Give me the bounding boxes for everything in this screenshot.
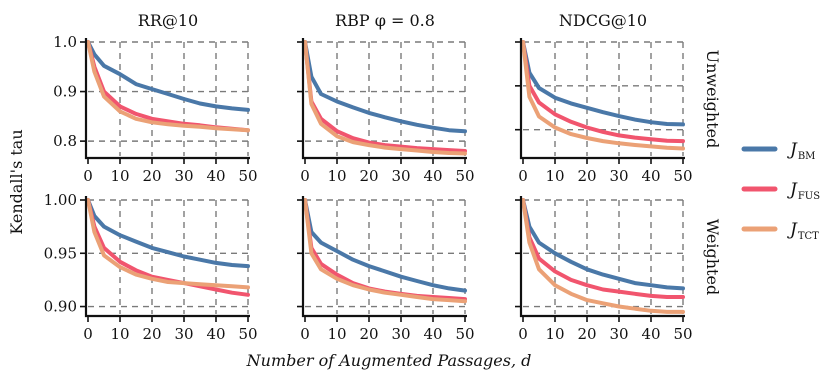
x-tick-label: 30	[609, 167, 628, 185]
x-tick-label: 20	[142, 325, 161, 343]
y-tick-label: 0.95	[44, 244, 77, 262]
axis-lines	[301, 196, 467, 318]
panel-title: RR@10	[138, 11, 198, 30]
x-tick-label: 40	[423, 325, 442, 343]
x-tick-label: 40	[423, 167, 442, 185]
series-line-J_FUS	[86, 40, 250, 133]
y-axis-label: Kendall's tau	[7, 129, 26, 234]
x-tick-label: 20	[359, 167, 378, 185]
x-tick-label: 0	[83, 325, 93, 343]
x-tick-label: 40	[641, 325, 660, 343]
series-line-J_TCT	[521, 198, 685, 314]
series-line-J_BM	[86, 40, 250, 112]
axis-lines	[301, 38, 467, 160]
y-tick-label: 1.0	[53, 33, 77, 51]
series-line-J_TCT	[303, 198, 467, 304]
x-tick-label: 20	[577, 325, 596, 343]
panel-2: 0 10 20 30 40 50 RBP φ = 0.8	[297, 11, 475, 185]
x-tick-label: 30	[174, 325, 193, 343]
row-label: Weighted	[703, 219, 722, 295]
x-tick-label: 30	[174, 167, 193, 185]
series-line-J_FUS	[303, 198, 467, 302]
x-tick-label: 30	[391, 325, 410, 343]
x-tick-label: 10	[327, 167, 346, 185]
series-line-J_TCT	[521, 40, 685, 151]
x-tick-label: 10	[545, 325, 564, 343]
y-tick-label: 0.9	[53, 83, 77, 101]
x-tick-label: 30	[609, 325, 628, 343]
x-tick-label: 40	[641, 167, 660, 185]
axis-lines	[84, 38, 250, 160]
series-line-J_BM	[303, 40, 467, 134]
panel-4: 0 10 20 30 40 50 0.90 0.95 1.00	[44, 191, 258, 343]
x-tick-label: 10	[327, 325, 346, 343]
x-tick-label: 0	[518, 325, 528, 343]
series-line-J_FUS	[521, 198, 685, 299]
y-tick-label: 1.00	[44, 191, 77, 209]
x-tick-label: 30	[391, 167, 410, 185]
x-tick-label: 50	[673, 167, 692, 185]
x-tick-label: 10	[110, 167, 129, 185]
x-tick-label: 50	[673, 325, 692, 343]
y-tick-label: 0.8	[53, 132, 77, 150]
panel-title: RBP φ = 0.8	[335, 11, 435, 30]
x-tick-label: 50	[455, 325, 474, 343]
x-tick-label: 40	[206, 325, 225, 343]
axis-lines	[84, 196, 250, 318]
x-tick-label: 0	[300, 167, 310, 185]
series-line-J_FUS	[521, 40, 685, 144]
series-line-J_TCT	[303, 40, 467, 156]
row-label: Unweighted	[703, 50, 722, 149]
y-tick-label: 0.90	[44, 298, 77, 316]
x-axis-label: Number of Augmented Passages, d	[246, 351, 532, 370]
x-tick-label: 0	[83, 167, 93, 185]
axis-lines	[519, 38, 685, 160]
x-tick-label: 0	[518, 167, 528, 185]
x-tick-label: 50	[238, 167, 257, 185]
panel-1: 0 10 20 30 40 50 0.8 0.9 1.0 RR@10	[53, 11, 257, 185]
series-line-J_FUS	[86, 198, 250, 297]
series-line-J_BM	[521, 40, 685, 127]
x-tick-label: 20	[577, 167, 596, 185]
x-tick-label: 0	[300, 325, 310, 343]
x-tick-label: 20	[359, 325, 378, 343]
series-line-J_BM	[86, 198, 250, 269]
legend-label: JFUS	[787, 180, 820, 202]
x-tick-label: 50	[455, 167, 474, 185]
panel-5: 0 10 20 30 40 50	[297, 196, 475, 343]
x-tick-label: 40	[206, 167, 225, 185]
legend-label: JTCT	[787, 220, 819, 242]
series-line-J_BM	[303, 198, 467, 293]
x-tick-label: 10	[545, 167, 564, 185]
series-line-J_TCT	[86, 198, 250, 290]
axis-lines	[519, 196, 685, 318]
series-line-J_BM	[521, 198, 685, 291]
panel-6: 0 10 20 30 40 50 Weighted	[515, 196, 722, 343]
panel-title: NDCG@10	[559, 11, 647, 30]
series-line-J_TCT	[86, 40, 250, 133]
panel-3: 0 10 20 30 40 50 NDCG@10 Unweighted	[515, 11, 722, 185]
legend: JBM JFUS JTCT	[741, 140, 820, 242]
x-tick-label: 50	[238, 325, 257, 343]
x-tick-label: 20	[142, 167, 161, 185]
legend-label: JBM	[787, 140, 815, 162]
x-tick-label: 10	[110, 325, 129, 343]
